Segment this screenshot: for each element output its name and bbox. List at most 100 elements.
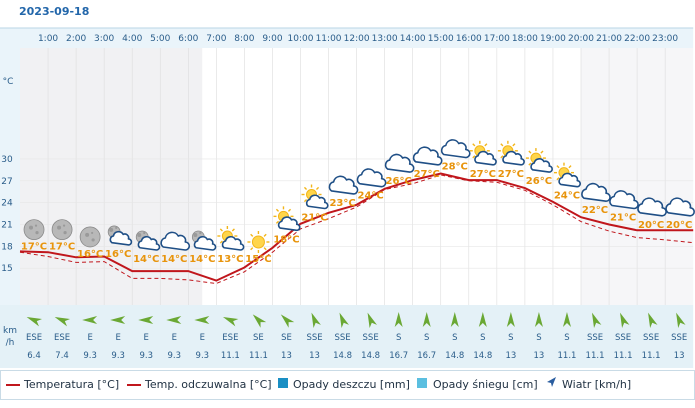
wind-panel [0,305,694,368]
temperature-label: 17°C [49,242,75,253]
hour-label: 18:00 [512,34,538,44]
hour-label: 14:00 [400,34,426,44]
wind-direction-label: SSE [306,333,322,343]
hour-label: 17:00 [484,34,510,44]
hour-label: 1:00 [38,34,58,44]
wind-direction-label: S [452,333,457,343]
temperature-label: 14°C [189,254,215,265]
wind-arrow-icon [422,312,431,327]
wind-arrow-icon [676,312,686,328]
sun-cloud-icon [301,184,329,210]
temperature-label: 14°C [133,254,159,265]
temperature-label: 27°C [498,169,524,180]
hour-label: 9:00 [262,34,282,44]
wind-speed-label: 11.1 [586,351,605,361]
wind-direction-label: S [564,333,569,343]
wind-arrow-icon [280,314,295,328]
temperature-label: 21°C [301,213,327,224]
legend-label: Opady śniegu [cm] [433,378,538,391]
legend-feels-like-swatch [127,384,141,386]
hour-label: 15:00 [428,34,454,44]
hour-label: 5:00 [150,34,170,44]
wind-arrow-icon [478,312,487,327]
wind-speed-label: 11.1 [614,351,633,361]
wind-arrow-icon [138,316,154,324]
wind-direction-label: E [87,333,92,343]
hour-label: 2:00 [66,34,86,44]
cloud-icon [665,197,695,217]
temperature-label: 21°C [610,213,636,224]
cloud-icon [160,231,191,251]
wind-direction-label: ESE [222,333,238,343]
wind-unit-label: /h [6,338,15,348]
wind-arrow-icon [54,316,71,327]
hour-label: 21:00 [596,34,622,44]
wind-speed-label: 16.7 [417,351,436,361]
wind-speed-label: 14.8 [361,351,380,361]
hour-label: 12:00 [344,34,370,44]
wind-speed-label: 7.4 [55,351,69,361]
moon-icon [51,219,73,241]
wind-direction-label: E [172,333,177,343]
cloud-icon [384,153,415,173]
temperature-label: 15°C [245,254,271,265]
sun-cloud-icon [525,148,553,173]
wind-arrow-icon [194,316,210,324]
legend-temperature-swatch [6,384,20,386]
wind-direction-label: S [424,333,429,343]
wind-speed-label: 14.8 [333,351,352,361]
hour-label: 23:00 [652,34,678,44]
temperature-label: 16°C [77,249,103,260]
hour-label: 3:00 [94,34,114,44]
hour-label: 4:00 [122,34,142,44]
hour-label: 10:00 [288,34,314,44]
hour-label: 11:00 [316,34,342,44]
cloud-icon [581,182,611,203]
temperature-label: 17°C [21,242,47,253]
wind-arrow-icon [534,312,543,327]
wind-direction-label: SSE [587,333,603,343]
y-tick-label: 27 [1,177,12,187]
wind-arrow-icon [562,312,571,327]
legend-label: Opady deszczu [mm] [293,378,410,391]
temperature-label: 14°C [161,254,187,265]
temperature-label: 27°C [414,169,440,180]
wind-direction-label: E [115,333,120,343]
y-tick-label: 30 [1,155,13,165]
wind-arrow-icon [82,316,98,324]
hour-label: 7:00 [206,34,226,44]
hour-label: 6:00 [178,34,198,44]
wind-direction-label: ESE [26,333,42,343]
wind-speed-label: 9.3 [111,351,125,361]
feels-like-series-line [19,174,694,285]
cloud-icon [609,190,639,210]
wind-speed-label: 13 [534,351,545,361]
wind-arrow-icon [222,316,239,327]
temperature-label: 13°C [217,254,243,265]
y-axis-panel [0,28,20,368]
cloud-icon [440,139,471,159]
temperature-series-line [19,172,694,282]
forecast-date: 2023-09-18 [19,5,90,18]
temperature-label: 28°C [442,162,468,173]
night-background [20,48,203,305]
wind-direction-label: S [480,333,485,343]
wind-speed-label: 9.3 [168,351,182,361]
temperature-label: 26°C [386,176,412,187]
wind-arrow-icon [311,312,321,328]
temperature-label: 24°C [554,191,580,202]
wind-arrow-icon [394,312,403,327]
wind-direction-label: SSE [363,333,379,343]
wind-speed-label: 13 [505,351,516,361]
legend-border [0,370,695,400]
moon-icon [79,226,101,248]
hour-header-panel [20,28,694,48]
legend-snow-swatch [417,378,427,388]
wind-direction-label: S [508,333,513,343]
y-tick-label: 21 [1,221,12,231]
temperature-label: 26°C [526,176,552,187]
wind-speed-label: 9.3 [83,351,97,361]
y-tick-label: 18 [1,242,13,252]
legend-label: Wiatr [km/h] [562,378,632,391]
